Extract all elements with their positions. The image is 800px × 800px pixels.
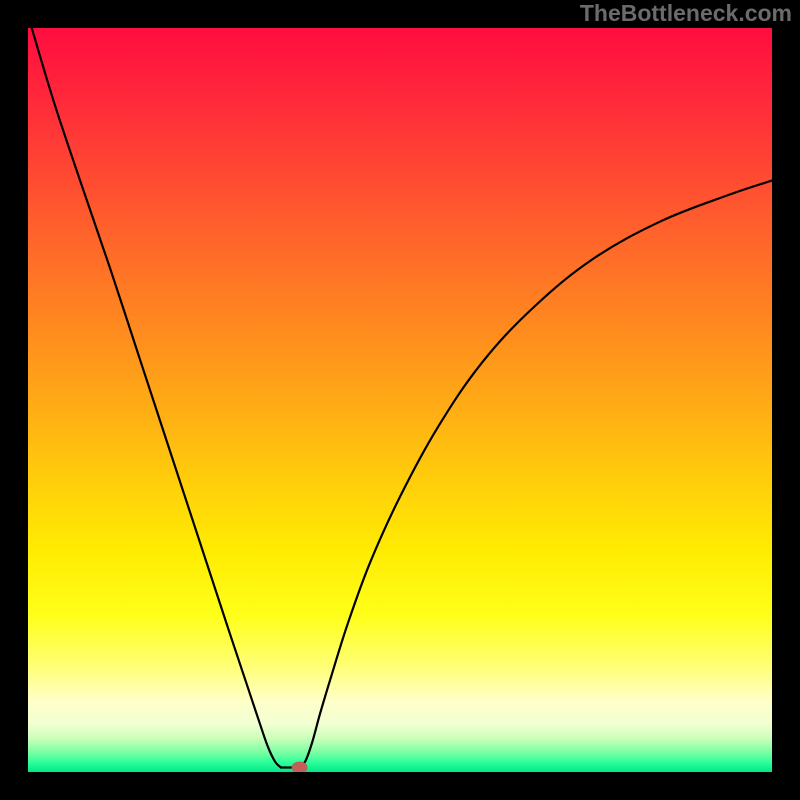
chart-svg	[0, 0, 800, 800]
chart-container: TheBottleneck.com	[0, 0, 800, 800]
watermark-text: TheBottleneck.com	[580, 0, 792, 27]
